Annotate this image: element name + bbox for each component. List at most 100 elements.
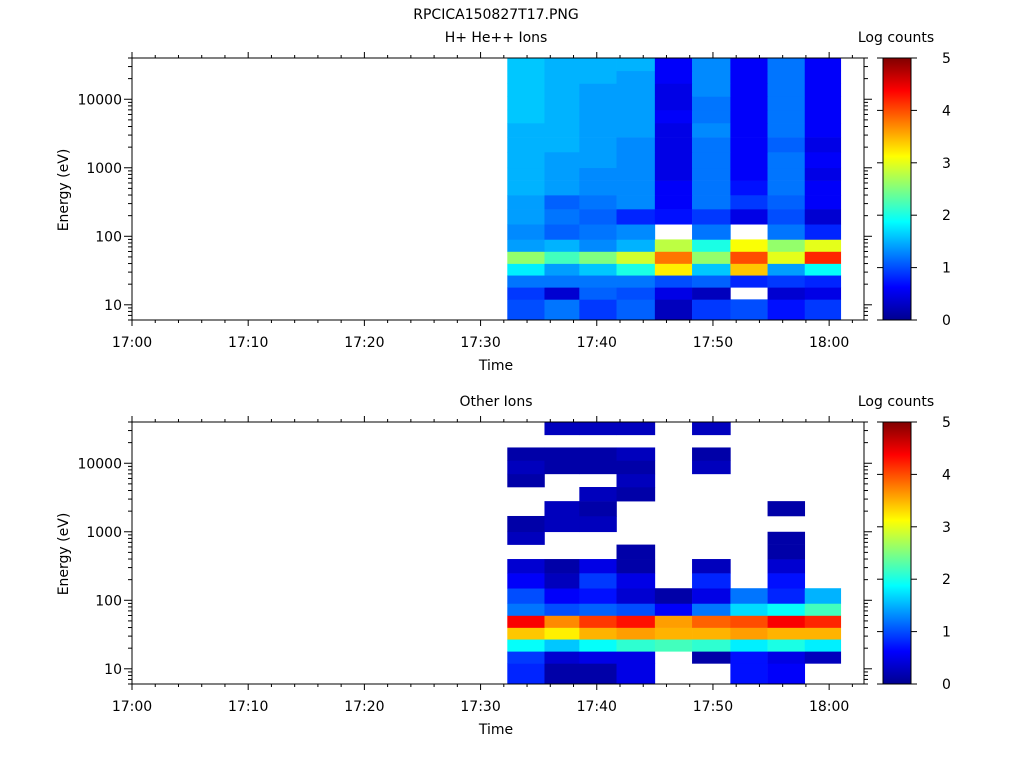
heatmap-cell bbox=[507, 447, 545, 461]
heatmap-cell bbox=[579, 96, 617, 111]
heatmap-cell bbox=[507, 473, 545, 488]
heatmap-cell bbox=[692, 224, 731, 240]
heatmap-cell bbox=[544, 639, 580, 652]
heatmap-cell bbox=[616, 559, 656, 574]
heatmap-cell bbox=[804, 137, 842, 153]
heatmap-cell bbox=[730, 251, 768, 264]
heatmap-cell bbox=[767, 239, 806, 252]
heatmap-cell bbox=[507, 209, 545, 225]
heatmap-cell bbox=[654, 639, 693, 652]
colorbar-tick-label: 3 bbox=[942, 520, 951, 536]
heatmap-cell bbox=[544, 299, 580, 321]
heatmap-cell bbox=[544, 123, 580, 138]
heatmap-cell bbox=[730, 151, 768, 169]
heatmap-cell bbox=[730, 603, 768, 616]
heatmap-cell bbox=[579, 651, 617, 664]
plot-frame bbox=[131, 57, 865, 321]
y-tick-label: 1000 bbox=[86, 161, 122, 177]
x-tick-label: 17:30 bbox=[460, 335, 500, 351]
heatmap-cell bbox=[579, 109, 617, 124]
heatmap-cell bbox=[730, 123, 768, 138]
heatmap-cell bbox=[616, 209, 656, 225]
heatmap-cell bbox=[767, 83, 806, 97]
heatmap-cell bbox=[507, 224, 545, 240]
heatmap-cell bbox=[579, 287, 617, 300]
heatmap-cell bbox=[579, 615, 617, 628]
heatmap-cell bbox=[544, 588, 580, 604]
heatmap-cell bbox=[804, 180, 842, 196]
heatmap-cell bbox=[804, 151, 842, 169]
heatmap-cell bbox=[579, 559, 617, 574]
heatmap-cell bbox=[579, 123, 617, 138]
heatmap-cell bbox=[579, 501, 617, 517]
heatmap-cell bbox=[507, 58, 545, 72]
heatmap-cell bbox=[767, 588, 806, 604]
heatmap-cell bbox=[507, 627, 545, 640]
heatmap-cell bbox=[544, 515, 580, 533]
heatmap-cell bbox=[692, 123, 731, 138]
heatmap-cell bbox=[654, 615, 693, 628]
heatmap-cell bbox=[654, 263, 693, 276]
colorbar-tick-label: 5 bbox=[942, 51, 951, 67]
heatmap-cell bbox=[767, 123, 806, 138]
heatmap-cell bbox=[654, 70, 693, 84]
heatmap-cell bbox=[507, 83, 545, 97]
heatmap-cell bbox=[616, 487, 656, 502]
heatmap-cells bbox=[507, 58, 842, 321]
heatmap-cell bbox=[692, 263, 731, 276]
heatmap-cell bbox=[804, 287, 842, 300]
heatmap-cell bbox=[616, 263, 656, 276]
heatmap-cell bbox=[692, 209, 731, 225]
heatmap-cell bbox=[616, 639, 656, 652]
heatmap-cell bbox=[579, 195, 617, 210]
panel-other-ions: Other Ions Log counts 17:00 17:10 17:20 17:… bbox=[56, 394, 951, 738]
heatmap-cell bbox=[616, 603, 656, 616]
heatmap-cell bbox=[579, 487, 617, 502]
heatmap-cell bbox=[616, 251, 656, 264]
heatmap-cell bbox=[544, 615, 580, 628]
heatmap-cell bbox=[579, 151, 617, 169]
heatmap-cell bbox=[692, 151, 731, 169]
heatmap-cell bbox=[804, 275, 842, 288]
heatmap-cell bbox=[767, 151, 806, 169]
heatmap-cell bbox=[507, 603, 545, 616]
heatmap-cell bbox=[544, 109, 580, 124]
heatmap-cell bbox=[654, 209, 693, 225]
heatmap-cell bbox=[692, 651, 731, 664]
heatmap-cell bbox=[544, 137, 580, 153]
heatmap-cell bbox=[804, 651, 842, 664]
heatmap-cell bbox=[616, 83, 656, 97]
heatmap-cell bbox=[507, 96, 545, 111]
colorbar bbox=[882, 421, 912, 685]
heatmap-cell bbox=[730, 627, 768, 640]
heatmap-cell bbox=[507, 195, 545, 210]
heatmap-cell bbox=[507, 573, 545, 589]
heatmap-cell bbox=[579, 180, 617, 196]
heatmap-cell bbox=[654, 287, 693, 300]
heatmap-cell bbox=[767, 137, 806, 153]
heatmap-cell bbox=[804, 603, 842, 616]
heatmap-cell bbox=[767, 639, 806, 652]
heatmap-cell bbox=[730, 275, 768, 288]
heatmap-cell bbox=[767, 96, 806, 111]
heatmap-cell bbox=[544, 195, 580, 210]
y-tick-label: 1000 bbox=[86, 525, 122, 541]
heatmap-cell bbox=[804, 251, 842, 264]
heatmap-cell bbox=[767, 263, 806, 276]
heatmap-cell bbox=[507, 180, 545, 196]
heatmap-cell bbox=[616, 70, 656, 84]
panel-title: Other Ions bbox=[459, 394, 532, 410]
heatmap-cell bbox=[507, 531, 545, 545]
heatmap-cell bbox=[507, 515, 545, 533]
x-axis-label: Time bbox=[478, 722, 513, 738]
heatmap-cell bbox=[767, 544, 806, 560]
heatmap-cell bbox=[654, 151, 693, 169]
heatmap-cell bbox=[579, 627, 617, 640]
heatmap-cell bbox=[616, 195, 656, 210]
colorbar-tick-label: 3 bbox=[942, 156, 951, 172]
heatmap-cell bbox=[804, 209, 842, 225]
heatmap-cells bbox=[507, 422, 842, 685]
heatmap-cell bbox=[507, 588, 545, 604]
heatmap-cell bbox=[544, 422, 580, 436]
